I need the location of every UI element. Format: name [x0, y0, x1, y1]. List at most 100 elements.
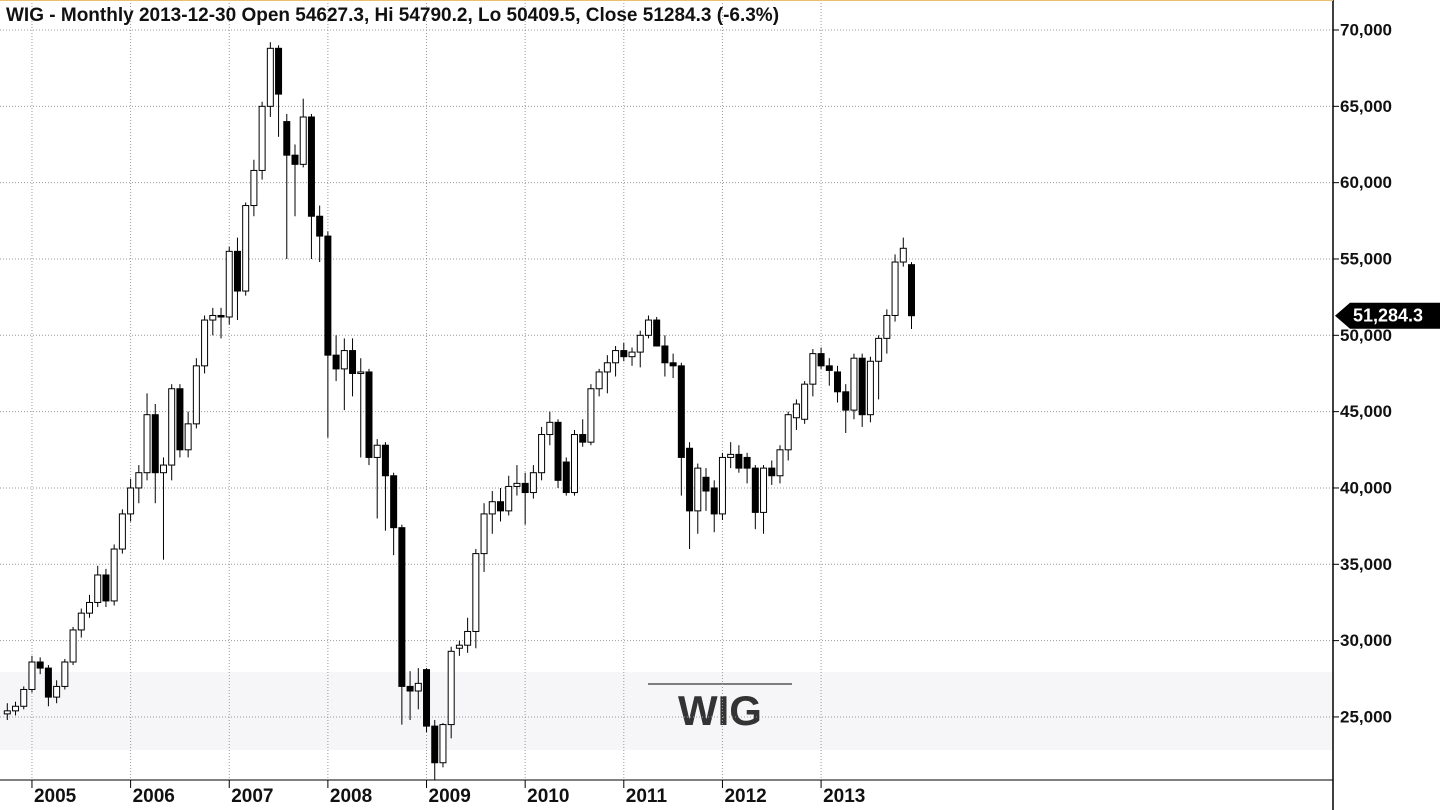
candle-body: [77, 612, 85, 631]
candle-body: [727, 453, 735, 458]
candle-body: [899, 247, 907, 263]
candle-body: [579, 434, 587, 443]
candle-body: [299, 116, 307, 165]
candles: [3, 42, 915, 780]
candle-body: [398, 527, 406, 687]
candle-body: [127, 487, 135, 515]
candle-body: [694, 467, 702, 512]
candle-body: [595, 371, 603, 390]
candle-body: [423, 669, 431, 727]
x-tick-label: 2005: [34, 786, 77, 807]
candle-body: [168, 388, 176, 466]
candle-body: [554, 421, 562, 481]
x-tick-label: 2013: [823, 786, 865, 807]
candle-body: [505, 485, 513, 512]
candle-body: [431, 725, 439, 764]
x-tick-label: 2012: [724, 786, 766, 807]
candle-body: [135, 472, 143, 489]
x-tick-label: 2011: [626, 786, 668, 807]
candle-body: [192, 365, 200, 425]
x-tick-label: 2006: [133, 786, 175, 807]
candle-body: [850, 357, 858, 411]
candle-body: [233, 250, 241, 292]
candle-body: [357, 371, 365, 374]
candle-body: [562, 461, 570, 494]
y-tick-label: 30,000: [1340, 631, 1392, 650]
candle-body: [644, 319, 652, 336]
candle-body: [612, 350, 620, 364]
candle-body: [20, 688, 28, 707]
candle-body: [12, 705, 20, 712]
candle-body: [497, 501, 504, 512]
candle-body: [36, 661, 44, 669]
candle-body: [53, 685, 61, 698]
candle-body: [661, 345, 669, 364]
candle-body: [209, 314, 217, 321]
candle-body: [307, 116, 315, 217]
candle-body: [718, 456, 726, 515]
y-tick-label: 25,000: [1340, 707, 1392, 726]
candle-body: [817, 353, 825, 367]
candle-body: [176, 388, 184, 451]
candle-body: [677, 365, 685, 458]
candle-body: [776, 449, 784, 477]
candle-body: [266, 47, 274, 107]
candle-body: [768, 467, 776, 477]
axes: 25,000 30,000 35,000 40,000 45,000 50,000 55,0…: [31, 20, 1440, 807]
last-price-label: 51,284.3: [1353, 305, 1423, 325]
candle-body: [801, 383, 809, 420]
candle-body: [710, 487, 718, 515]
candle-body: [316, 215, 324, 237]
candle-body: [908, 264, 915, 317]
x-tick-label: 2007: [231, 786, 273, 807]
watermark-band: [0, 672, 1333, 750]
candle-body: [447, 650, 455, 726]
x-tick-label: 2009: [429, 786, 471, 807]
y-tick-label: 55,000: [1340, 249, 1392, 268]
candle-body: [390, 475, 398, 529]
candle-body: [883, 314, 891, 339]
candle-body: [702, 476, 710, 492]
candle-body: [349, 350, 357, 374]
candle-body: [825, 365, 833, 371]
candle-body: [570, 434, 578, 494]
candle-body: [513, 482, 521, 487]
candle-body: [529, 472, 537, 494]
candle-body: [546, 421, 554, 436]
candle-body: [225, 250, 233, 318]
y-tick-label: 45,000: [1340, 402, 1392, 421]
candle-body: [743, 456, 751, 469]
y-tick-label: 65,000: [1340, 97, 1392, 116]
candle-body: [686, 447, 694, 512]
candle-body: [858, 357, 866, 416]
candle-body: [464, 630, 472, 646]
candle-body: [324, 235, 332, 356]
candle-body: [250, 169, 258, 207]
candle-body: [275, 47, 283, 95]
candle-body: [151, 414, 159, 474]
candle-body: [143, 414, 151, 474]
candle-body: [480, 513, 488, 555]
candle-body: [3, 710, 11, 715]
candle-body: [760, 467, 768, 513]
y-tick-label: 40,000: [1340, 478, 1392, 497]
candle-body: [110, 548, 118, 602]
chart-title: WIG - Monthly 2013-12-30 Open 54627.3, H…: [6, 5, 779, 26]
candle-body: [809, 353, 817, 385]
candle-body: [669, 362, 677, 367]
candle-body: [488, 501, 496, 515]
candle-body: [340, 350, 348, 370]
candle-body: [102, 574, 110, 602]
candle-body: [751, 467, 759, 513]
candle-body: [792, 403, 800, 419]
candle-body: [472, 553, 480, 632]
candle-body: [217, 314, 225, 318]
candle-body: [69, 629, 77, 663]
grid: [0, 0, 1333, 780]
candle-body: [61, 661, 69, 687]
candle-body: [735, 453, 743, 469]
candle-body: [653, 319, 661, 347]
candle-body: [365, 371, 373, 458]
y-tick-label: 50,000: [1340, 326, 1392, 345]
candle-body: [373, 444, 381, 458]
